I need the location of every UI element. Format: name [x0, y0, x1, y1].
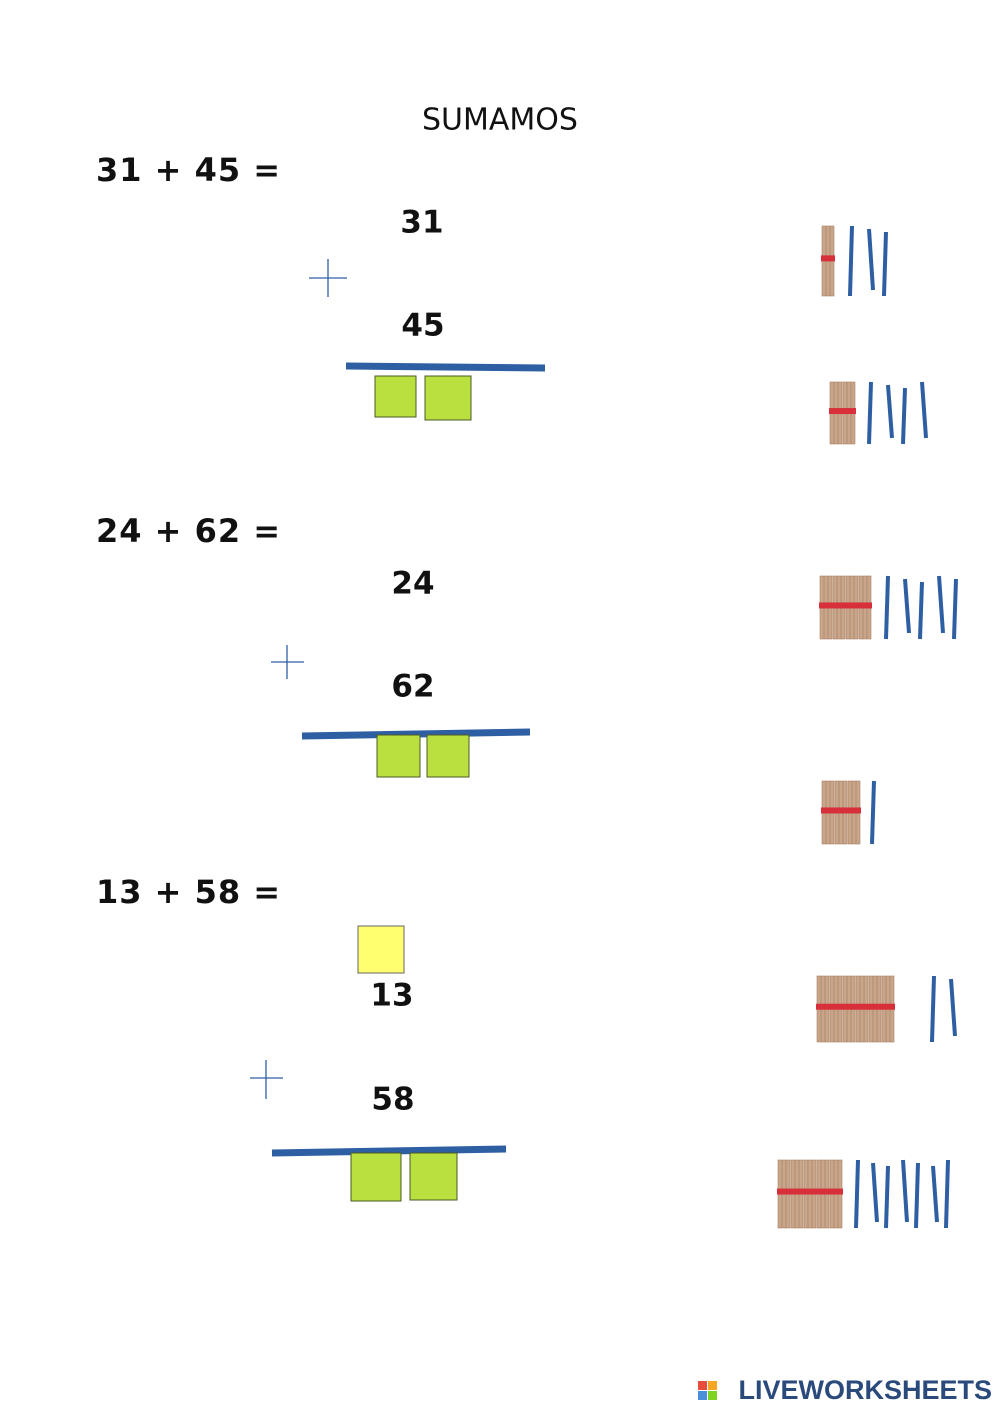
tally-stick: [886, 384, 894, 439]
bundle-band: [829, 1003, 843, 1010]
bundle-band: [847, 807, 861, 814]
title: SUMAMOS: [422, 103, 578, 138]
tally-stick: [882, 231, 888, 297]
plus-sign: [250, 1060, 283, 1099]
answer-box[interactable]: [426, 734, 470, 778]
logo-icon: [698, 1381, 717, 1400]
logo: LIVEWORKSHEETS: [738, 1375, 992, 1405]
carry-box[interactable]: [357, 925, 405, 974]
tally-stick: [931, 1165, 939, 1223]
addend: 31: [400, 205, 443, 241]
bundle-band: [816, 1188, 830, 1195]
tally-stick: [952, 578, 958, 640]
bundle-band: [842, 408, 856, 415]
tally-stick: [903, 578, 911, 634]
addend: 58: [371, 1082, 414, 1118]
bundle-band: [777, 1188, 791, 1195]
tally-stick: [867, 381, 873, 445]
tally-stick: [870, 780, 876, 845]
bundle-band: [834, 807, 848, 814]
expression: 24 + 62 =: [96, 512, 281, 550]
plus-sign: [271, 645, 304, 679]
tally-stick: [854, 1159, 860, 1229]
sum-line: [345, 362, 546, 372]
tally-stick: [901, 387, 907, 445]
sum-line: [271, 1145, 507, 1157]
bundle-band: [829, 408, 843, 415]
bundle-band: [803, 1188, 817, 1195]
tally-stick: [884, 575, 890, 640]
tally-stick: [884, 1165, 890, 1229]
addend: 45: [401, 308, 444, 344]
answer-box[interactable]: [409, 1152, 458, 1201]
addend: 62: [391, 669, 434, 705]
tally-stick: [914, 1162, 920, 1229]
bundle-band: [821, 255, 835, 262]
answer-box[interactable]: [350, 1152, 402, 1202]
bundle-band: [881, 1003, 895, 1010]
plus-sign: [309, 259, 347, 297]
expression: 13 + 58 =: [96, 873, 281, 911]
tally-stick: [918, 581, 924, 640]
tally-stick: [944, 1159, 950, 1229]
tally-stick: [930, 975, 936, 1043]
bundle-band: [858, 602, 872, 609]
tally-stick: [871, 1162, 879, 1223]
stick-illustrations: [777, 225, 958, 1229]
addend: 13: [370, 978, 413, 1014]
bundle-band: [868, 1003, 882, 1010]
bundle-band: [816, 1003, 830, 1010]
answer-box[interactable]: [376, 734, 421, 778]
bundle-band: [819, 602, 833, 609]
answer-box[interactable]: [424, 375, 472, 421]
answer-box[interactable]: [374, 375, 417, 418]
tally-stick: [848, 225, 854, 297]
tally-stick: [901, 1159, 909, 1223]
tally-stick: [937, 575, 945, 634]
bundle-band: [842, 1003, 856, 1010]
tally-stick: [867, 228, 875, 291]
tally-stick: [920, 381, 928, 439]
bundle-band: [829, 1188, 843, 1195]
bundle-band: [855, 1003, 869, 1010]
bundle-band: [845, 602, 859, 609]
bundle-band: [790, 1188, 804, 1195]
sum-line: [301, 728, 531, 740]
bundle-band: [821, 807, 835, 814]
tally-stick: [949, 978, 957, 1037]
expression: 31 + 45 =: [96, 151, 281, 189]
bundle-band: [832, 602, 846, 609]
addend: 24: [391, 566, 434, 602]
